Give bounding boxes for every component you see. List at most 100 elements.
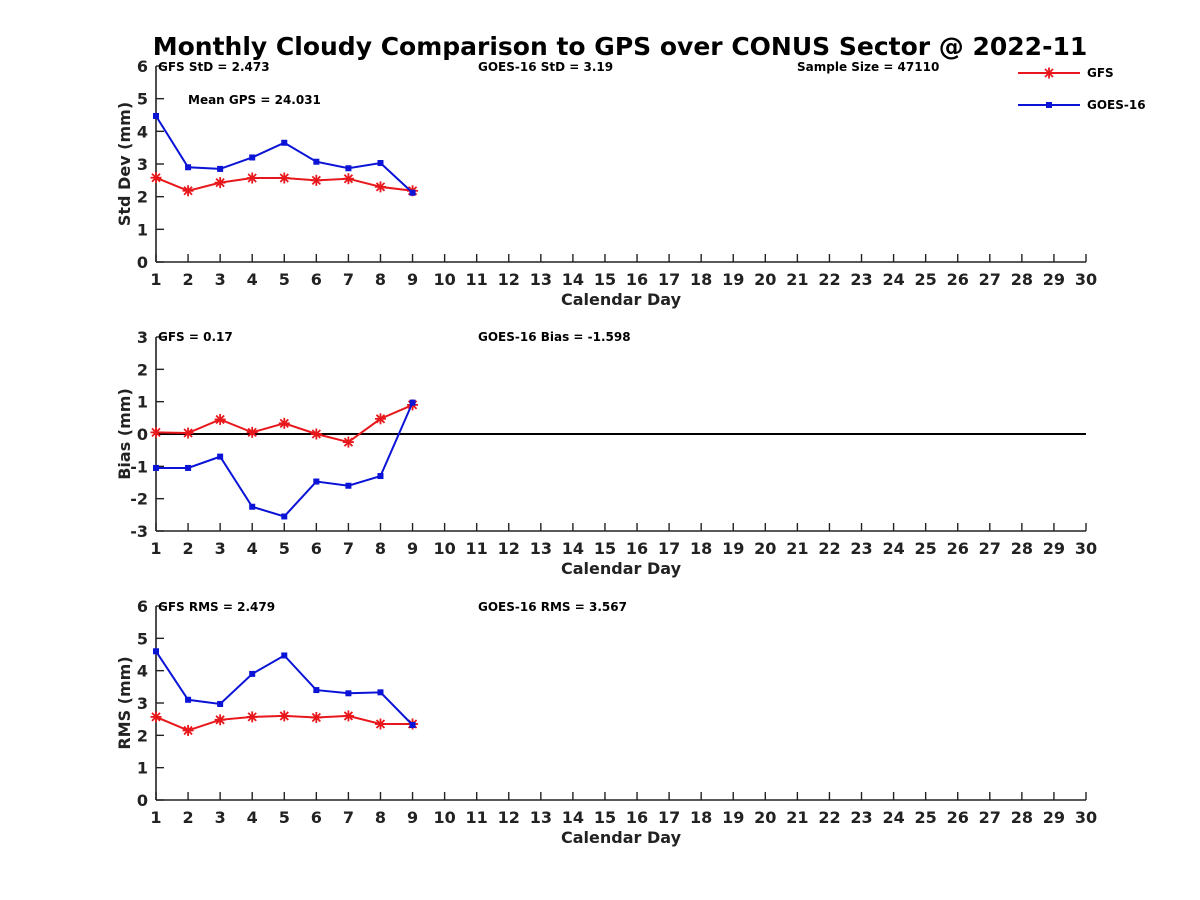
data-point [153,648,159,655]
x-tick-label: 13 [530,539,552,558]
series-gfs [150,172,419,197]
x-axis-label: Calendar Day [561,290,682,309]
y-tick-label: 3 [137,694,148,713]
data-point [246,711,258,723]
data-point [409,399,416,406]
x-tick-label: 10 [433,808,455,827]
x-tick-label: 15 [594,270,616,289]
x-axis-label: Calendar Day [561,559,682,578]
x-tick-label: 25 [915,808,937,827]
x-tick-label: 15 [594,808,616,827]
annotation: GOES-16 StD = 3.19 [478,60,613,74]
data-point [246,172,258,184]
x-tick-label: 23 [850,539,872,558]
x-tick-label: 30 [1075,270,1097,289]
series-goes-16 [153,112,416,196]
x-tick-label: 13 [530,808,552,827]
x-tick-label: 20 [754,270,776,289]
x-tick-label: 11 [466,539,488,558]
x-tick-label: 11 [466,270,488,289]
series-goes-16 [153,399,416,520]
x-tick-label: 29 [1043,539,1065,558]
annotation: GFS RMS = 2.479 [158,600,275,614]
y-tick-label: 1 [137,759,148,778]
x-tick-label: 29 [1043,270,1065,289]
x-tick-label: 7 [343,808,354,827]
data-point [342,710,354,722]
x-tick-label: 5 [279,270,290,289]
x-tick-label: 12 [498,808,520,827]
x-tick-label: 9 [407,270,418,289]
x-tick-label: 25 [915,539,937,558]
data-point [185,696,192,703]
x-tick-label: 1 [150,539,161,558]
x-tick-label: 4 [247,808,258,827]
annotation: GFS StD = 2.473 [158,60,270,74]
x-tick-label: 9 [407,539,418,558]
x-tick-label: 14 [562,808,584,827]
data-point [374,181,386,193]
x-tick-label: 2 [182,539,193,558]
y-axis-label: Bias (mm) [115,388,134,480]
x-tick-label: 26 [947,270,969,289]
legend-entry: GOES-16 [1018,98,1146,112]
x-tick-label: 2 [182,808,193,827]
data-point [345,690,352,697]
data-point [278,172,290,184]
annotation: Sample Size = 47110 [797,60,939,74]
x-tick-label: 22 [818,808,840,827]
legend: GFS GOES-16 [1018,66,1146,112]
data-point [182,724,194,736]
x-tick-label: 18 [690,270,712,289]
x-tick-label: 22 [818,270,840,289]
annotation: Mean GPS = 24.031 [188,93,321,107]
legend-marker [1043,67,1055,79]
x-tick-label: 21 [786,270,808,289]
data-point [217,700,224,707]
x-tick-label: 11 [466,808,488,827]
x-tick-label: 9 [407,808,418,827]
y-tick-label: 3 [137,155,148,174]
data-point [345,165,352,172]
data-point [310,428,322,440]
x-tick-label: 2 [182,270,193,289]
data-point [185,464,192,471]
x-tick-label: 29 [1043,808,1065,827]
panel-1: 1 2 3 4 5 6 7 8 9 10 11 12 13 14 15 16 17 18 19 20 21 22 23 24 2… [115,57,1097,309]
data-point [345,482,352,489]
panel-2: 1 2 3 4 5 6 7 8 9 10 11 12 13 14 15 16 17 18 19 20 21 22 23 24 2… [115,328,1097,578]
x-tick-label: 18 [690,808,712,827]
data-point [281,139,288,146]
y-tick-label: 2 [137,188,148,207]
y-tick-label: 1 [137,220,148,239]
data-point [313,478,320,485]
data-point [182,185,194,197]
data-point [214,413,226,425]
x-tick-label: 3 [215,270,226,289]
x-tick-label: 4 [247,539,258,558]
x-tick-label: 21 [786,539,808,558]
data-point [182,427,194,439]
data-point [409,189,416,196]
x-tick-label: 8 [375,539,386,558]
x-tick-label: 7 [343,270,354,289]
y-tick-label: -2 [130,490,148,509]
x-tick-label: 3 [215,539,226,558]
data-point [374,718,386,730]
annotation: GOES-16 Bias = -1.598 [478,330,631,344]
data-point [281,652,288,659]
x-axis-label: Calendar Day [561,828,682,847]
x-tick-label: 19 [722,808,744,827]
x-tick-label: 12 [498,539,520,558]
data-point [249,154,256,161]
series-gfs [150,399,419,448]
x-tick-label: 21 [786,808,808,827]
panel-3: 1 2 3 4 5 6 7 8 9 10 11 12 13 14 15 16 17 18 19 20 21 22 23 24 2… [115,597,1097,847]
y-tick-label: 4 [137,662,148,681]
y-tick-label: 6 [137,57,148,76]
x-tick-label: 30 [1075,808,1097,827]
y-tick-label: 0 [137,253,148,272]
x-tick-label: 20 [754,539,776,558]
data-point [374,413,386,425]
